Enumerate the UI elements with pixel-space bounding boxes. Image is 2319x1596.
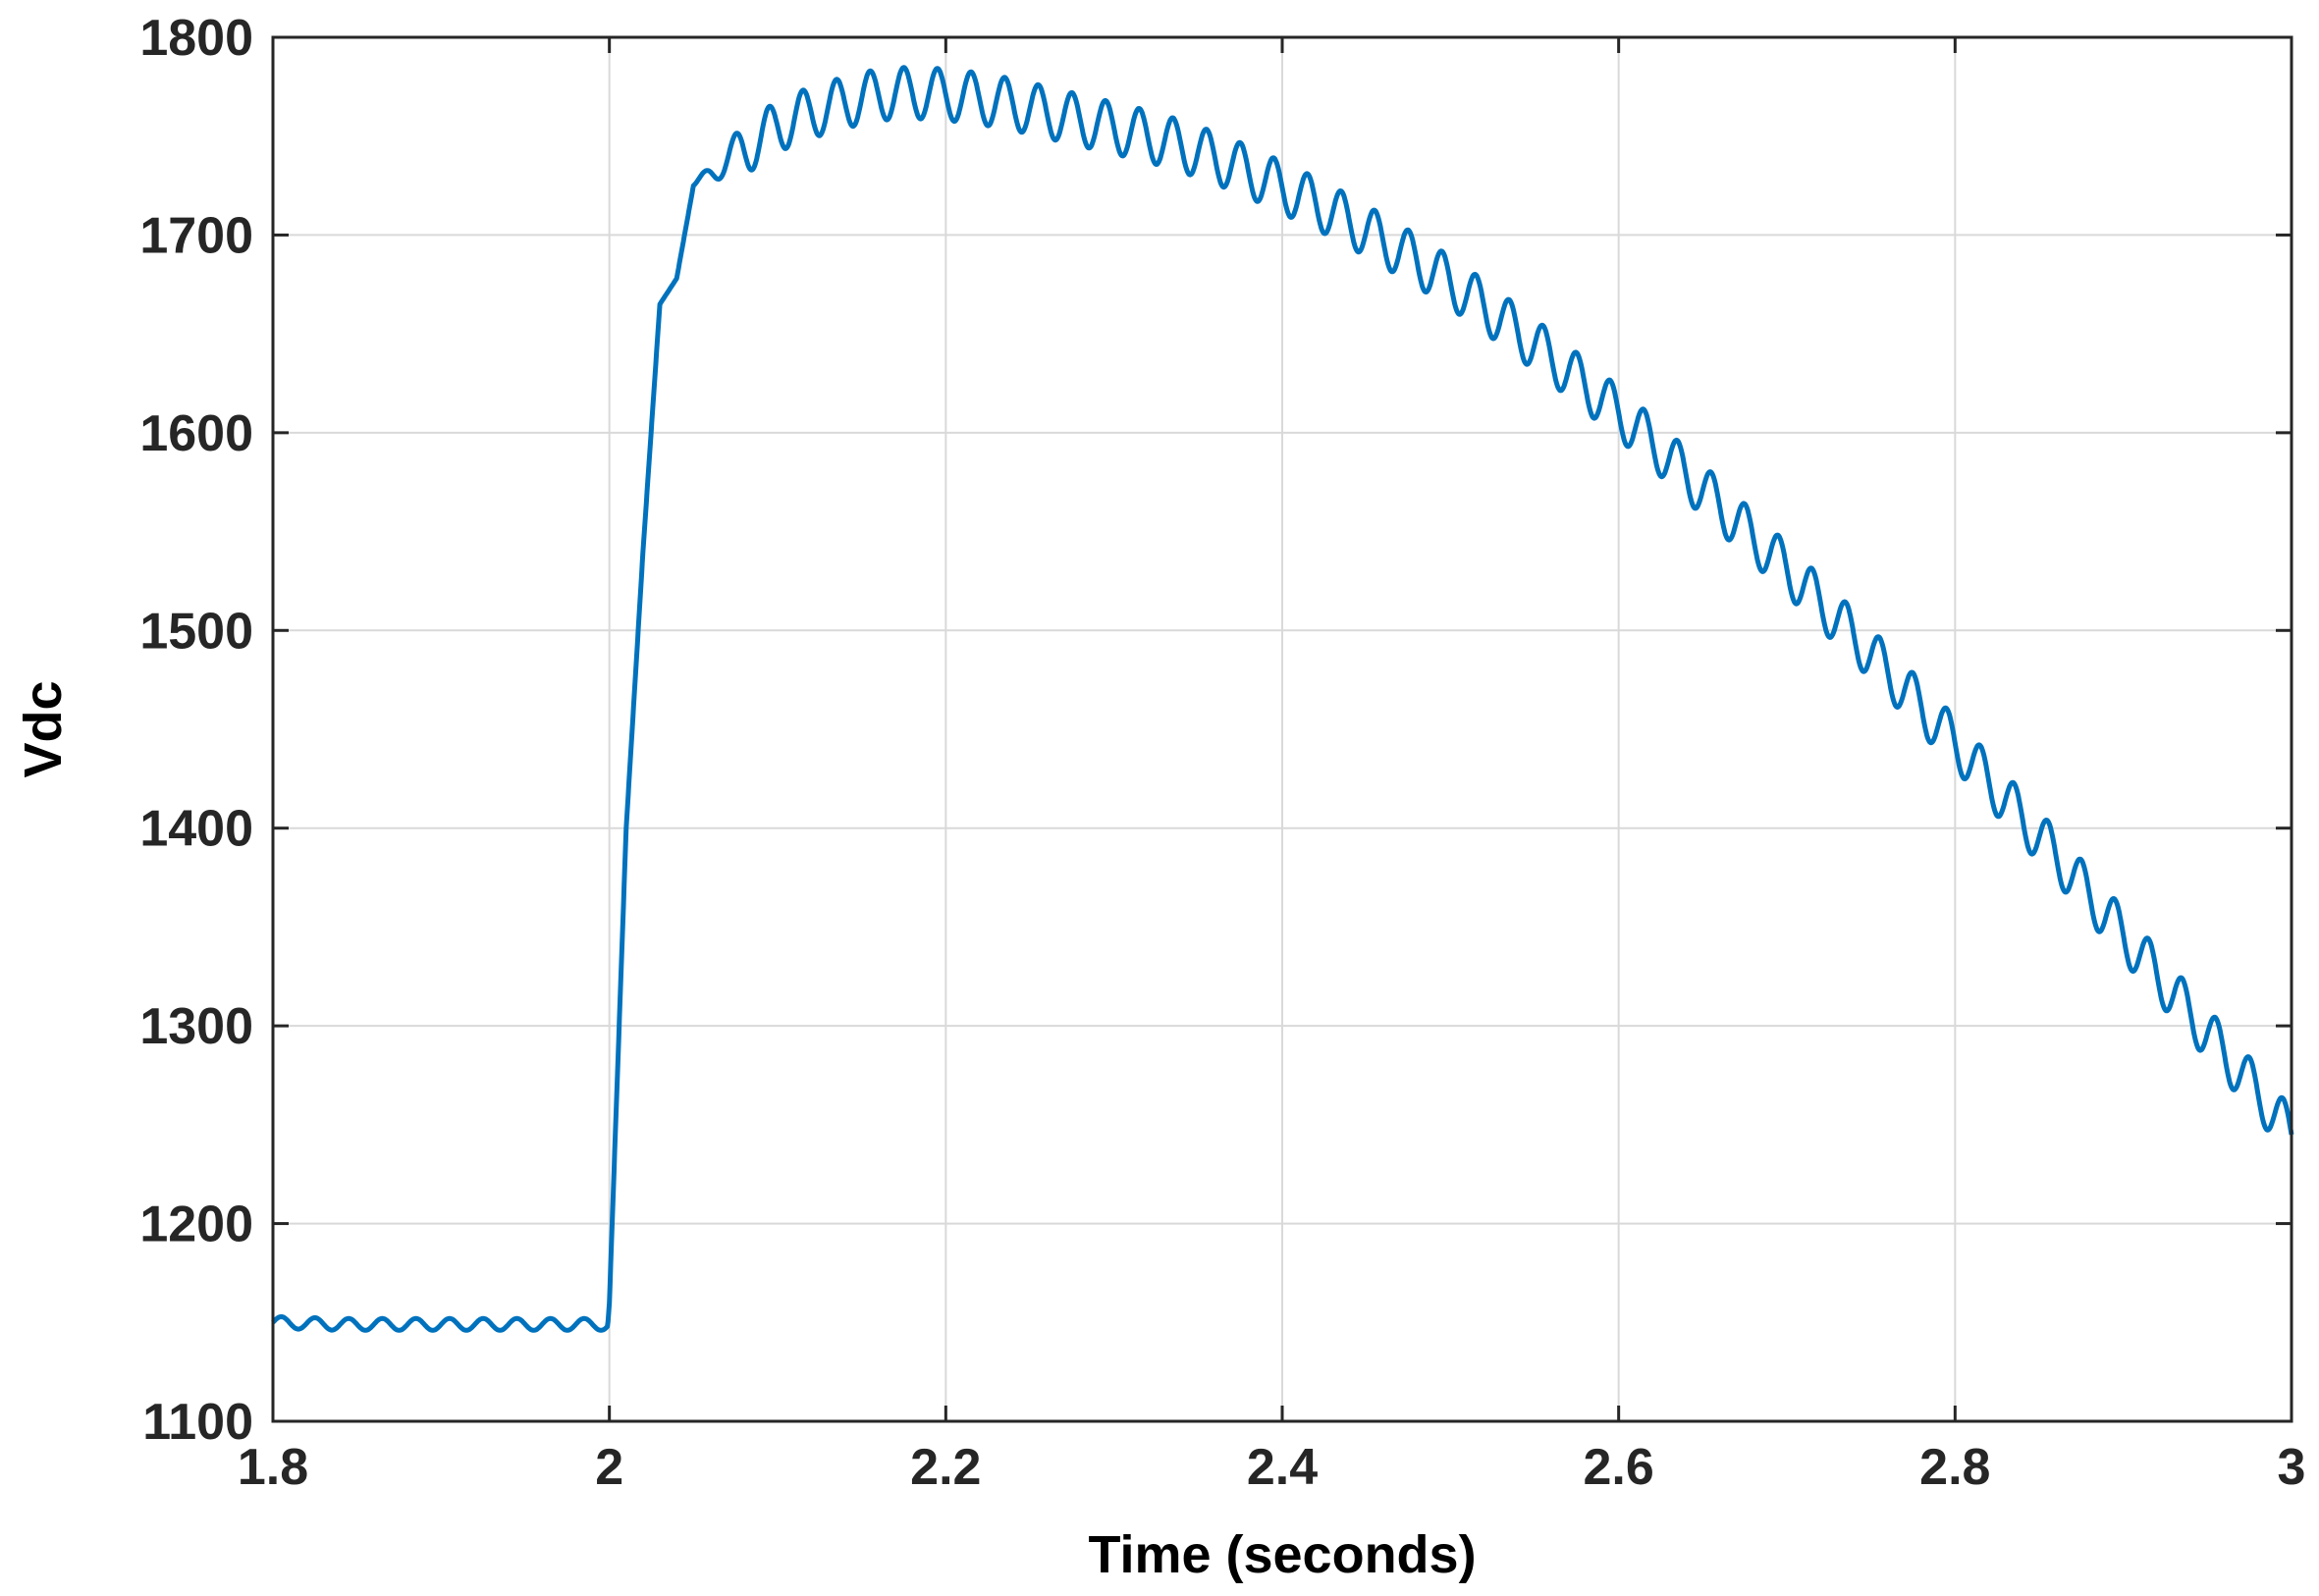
x-tick-label: 1.8 [238, 1439, 308, 1496]
x-tick-label: 3 [2278, 1439, 2306, 1496]
y-axis-label: Vdc [14, 680, 73, 777]
y-tick-label: 1800 [139, 10, 253, 67]
y-tick-label: 1400 [139, 801, 253, 858]
y-tick-labels: 1100 1200 1300 1400 1500 1600 1700 1800 [139, 10, 253, 1451]
x-tick-label: 2.6 [1584, 1439, 1654, 1496]
y-tick-label: 1300 [139, 998, 253, 1055]
y-tick-label: 1200 [139, 1197, 253, 1253]
x-tick-label: 2.8 [1919, 1439, 1990, 1496]
ticks [271, 35, 2293, 1423]
x-tick-label: 2 [595, 1439, 623, 1496]
x-tick-labels: 1.8 2 2.2 2.4 2.6 2.8 3 [238, 1439, 2306, 1496]
y-tick-label: 1100 [142, 1394, 253, 1451]
vdc-series-line [271, 65, 2294, 1333]
y-tick-label: 1500 [139, 603, 253, 660]
x-axis-label: Time (seconds) [1088, 1525, 1476, 1584]
x-tick-label: 2.2 [910, 1439, 981, 1496]
y-tick-label: 1600 [139, 405, 253, 462]
series-layer [271, 65, 2294, 1333]
x-tick-label: 2.4 [1247, 1439, 1318, 1496]
y-tick-label: 1700 [139, 207, 253, 264]
